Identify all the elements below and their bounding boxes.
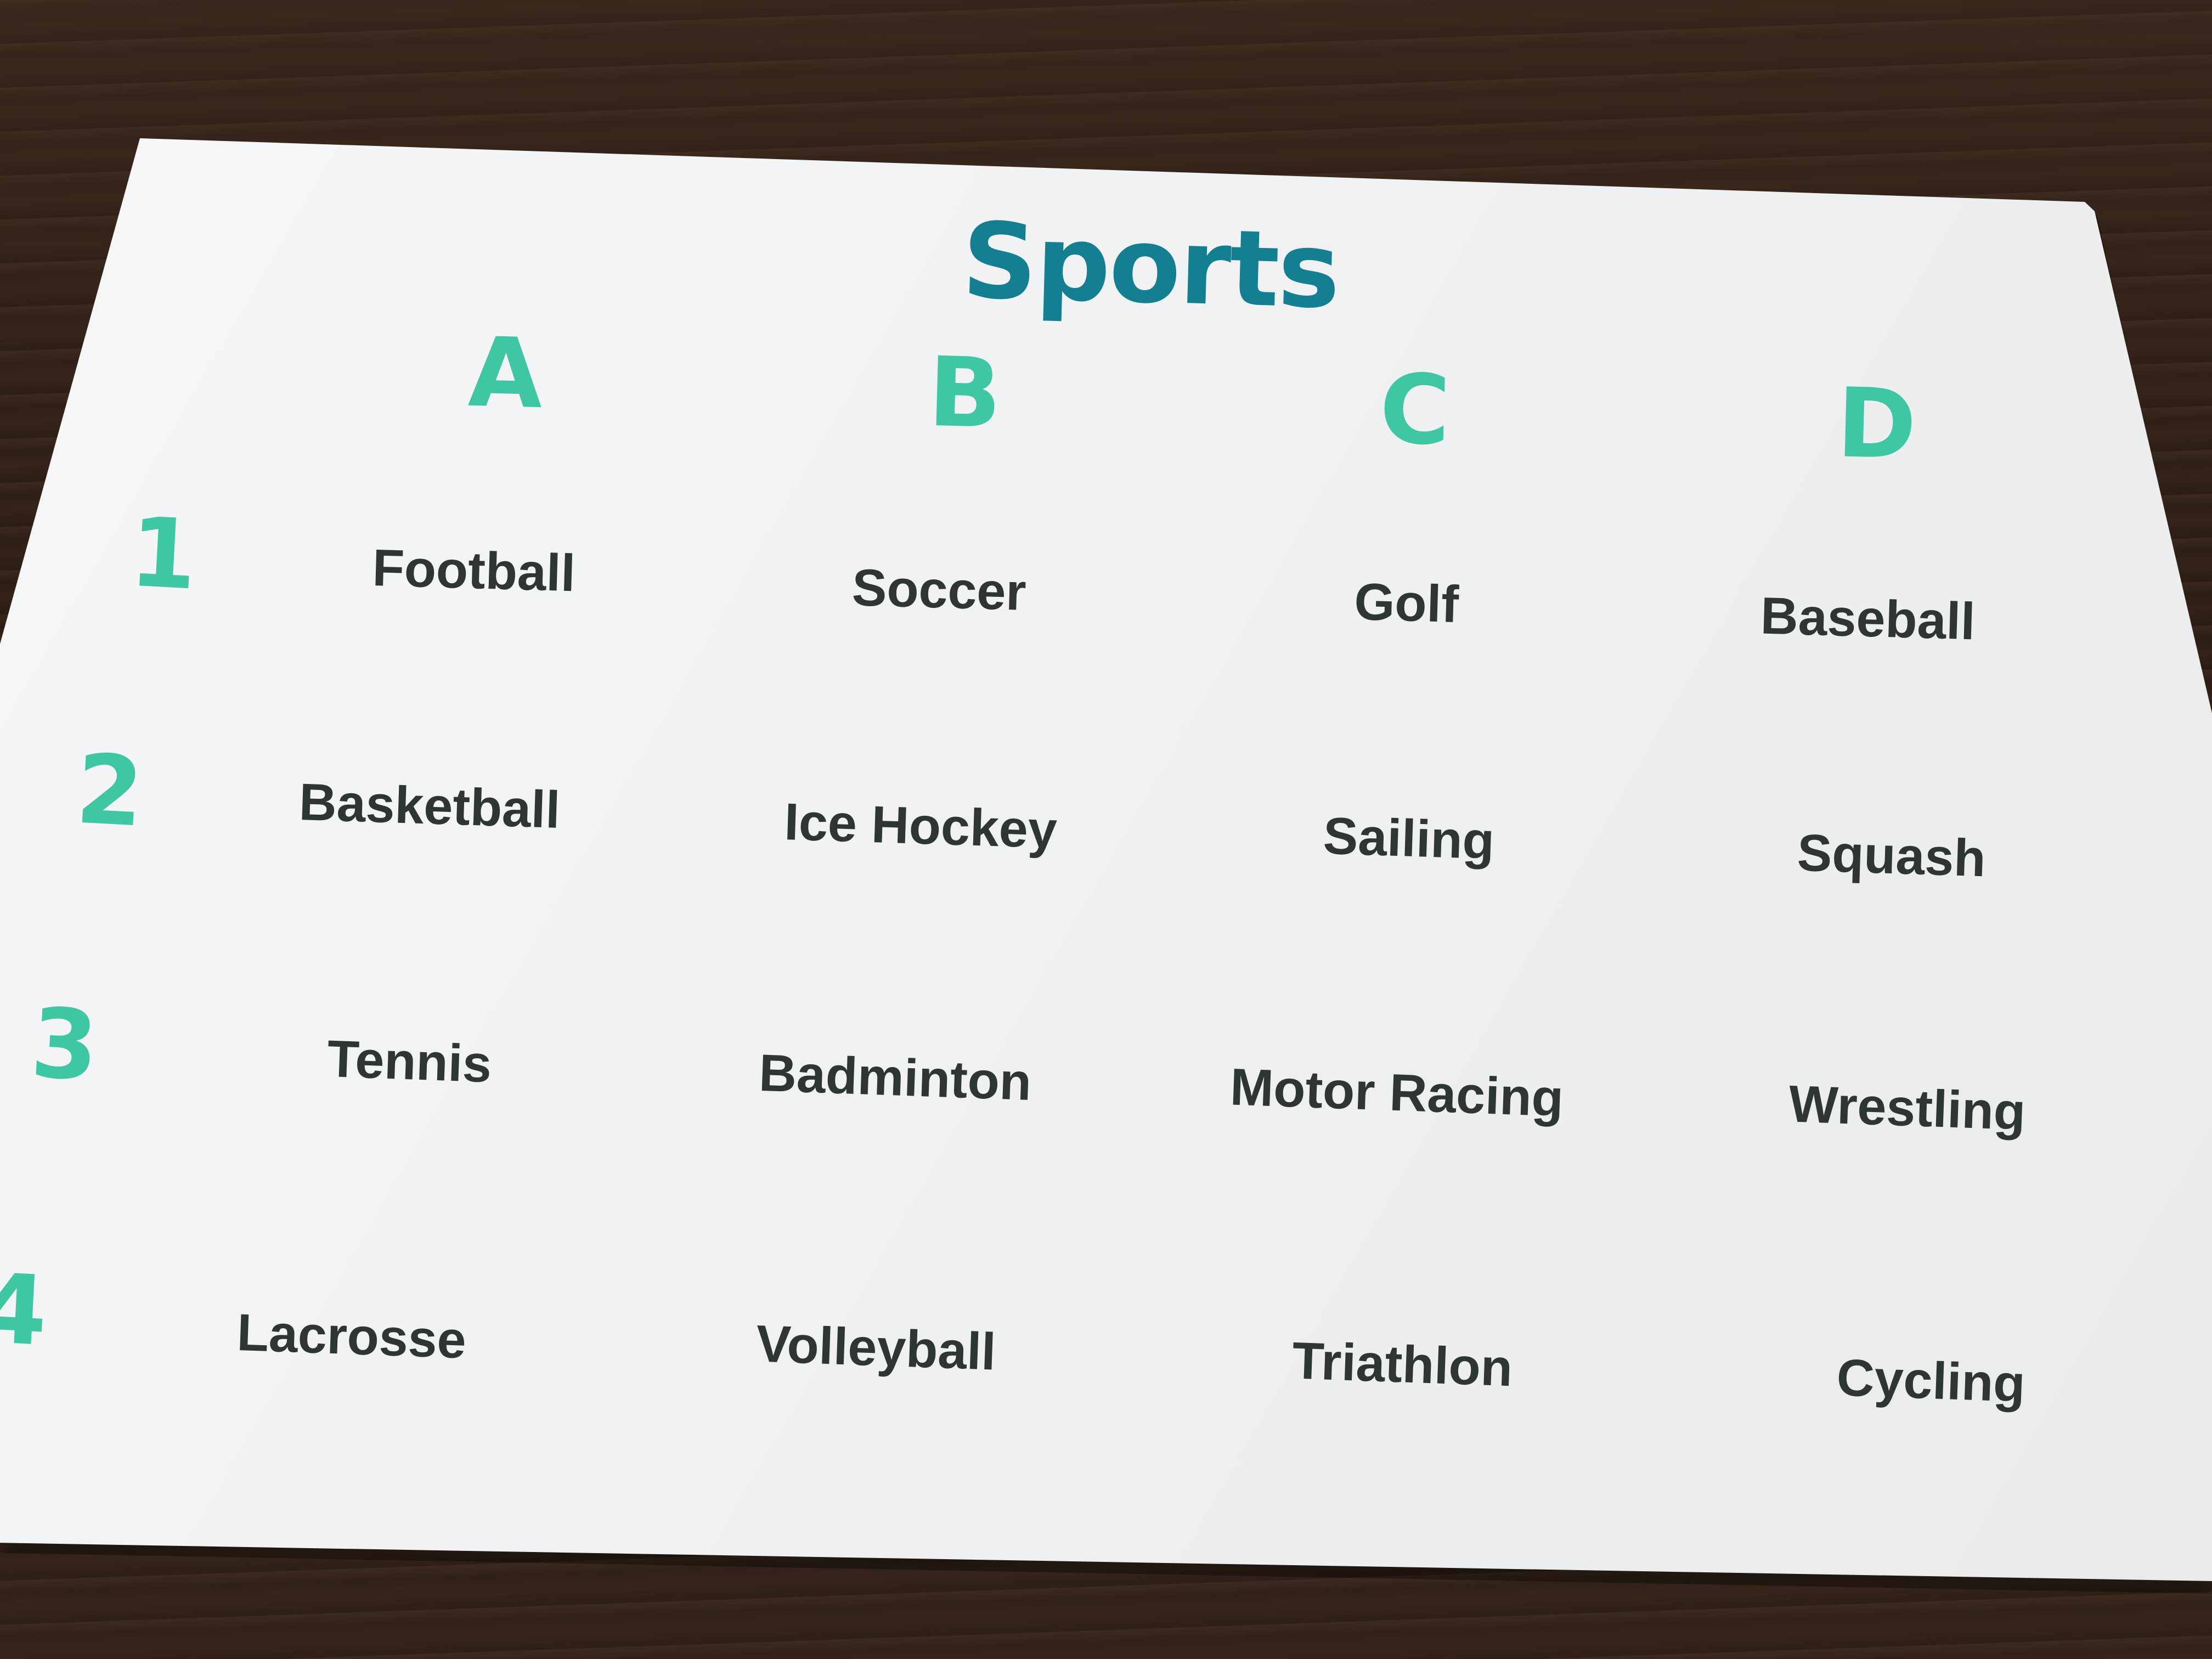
column-header-c: C	[1378, 354, 1452, 468]
row-header-2: 2	[73, 735, 146, 850]
cell-label-c1: Golf	[1353, 573, 1460, 634]
column-header-a: A	[467, 318, 544, 432]
cell-label-c2: Sailing	[1322, 806, 1496, 871]
row-header-1: 1	[127, 498, 200, 613]
cell-label-b1: Soccer	[851, 558, 1027, 622]
column-header-d: D	[1835, 368, 1918, 482]
cell-label-b2: Ice Hockey	[783, 793, 1058, 860]
cell-label-a2: Basketball	[298, 773, 561, 839]
cell-label-c3: Motor Racing	[1229, 1058, 1565, 1128]
cell-label-b3: Badminton	[758, 1043, 1032, 1111]
cell-label-d1: Baseball	[1759, 586, 1976, 651]
cell-label-d2: Squash	[1796, 823, 1987, 888]
cell-label-d3: Wrestling	[1787, 1075, 2027, 1141]
cell-label-b4: Volleyball	[755, 1314, 997, 1381]
row-header-4: 4	[0, 1254, 50, 1369]
row-header-3: 3	[28, 989, 101, 1104]
cell-label-d4: Cycling	[1836, 1348, 2027, 1413]
cell-label-c4: Triathlon	[1291, 1331, 1514, 1397]
cell-label-a4: Lacrosse	[236, 1304, 467, 1369]
column-header-b: B	[927, 337, 1003, 451]
cell-label-a3: Tennis	[326, 1030, 493, 1093]
card-title: Sports	[960, 200, 1341, 333]
cell-label-a1: Football	[371, 539, 577, 603]
